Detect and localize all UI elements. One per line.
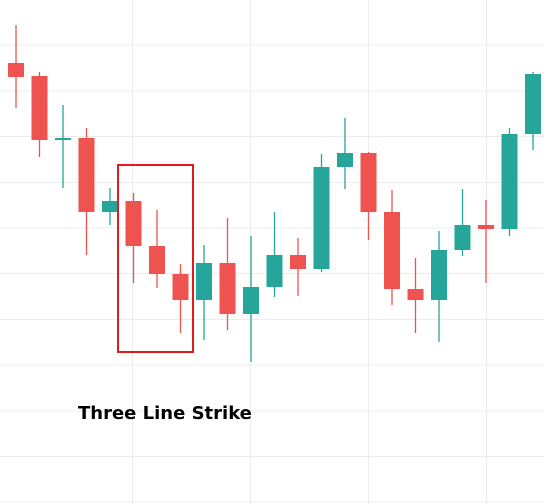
candle-body bbox=[360, 153, 377, 212]
candle-body bbox=[407, 289, 424, 300]
highlight-box bbox=[117, 164, 194, 353]
candle-body bbox=[290, 255, 306, 269]
candle-body bbox=[102, 201, 118, 212]
candle-body bbox=[525, 74, 541, 134]
candle-body bbox=[196, 263, 212, 300]
candle-body bbox=[219, 263, 236, 314]
candle-body bbox=[31, 76, 48, 140]
candle-body bbox=[478, 225, 494, 229]
candle-body bbox=[149, 246, 165, 274]
annotation: Three Line Strike bbox=[78, 403, 252, 424]
candle-body bbox=[313, 167, 330, 269]
candle-body bbox=[172, 274, 189, 300]
candle-body bbox=[266, 255, 283, 287]
candle-body bbox=[8, 63, 24, 77]
candle-body bbox=[454, 225, 471, 250]
candle-body bbox=[125, 201, 142, 246]
candle-body bbox=[55, 138, 71, 140]
candle-body bbox=[431, 250, 447, 300]
candle-body bbox=[243, 287, 259, 314]
candle-body bbox=[501, 134, 518, 229]
candle-body bbox=[337, 153, 353, 167]
candle-body bbox=[384, 212, 400, 289]
candle-body bbox=[78, 138, 95, 212]
